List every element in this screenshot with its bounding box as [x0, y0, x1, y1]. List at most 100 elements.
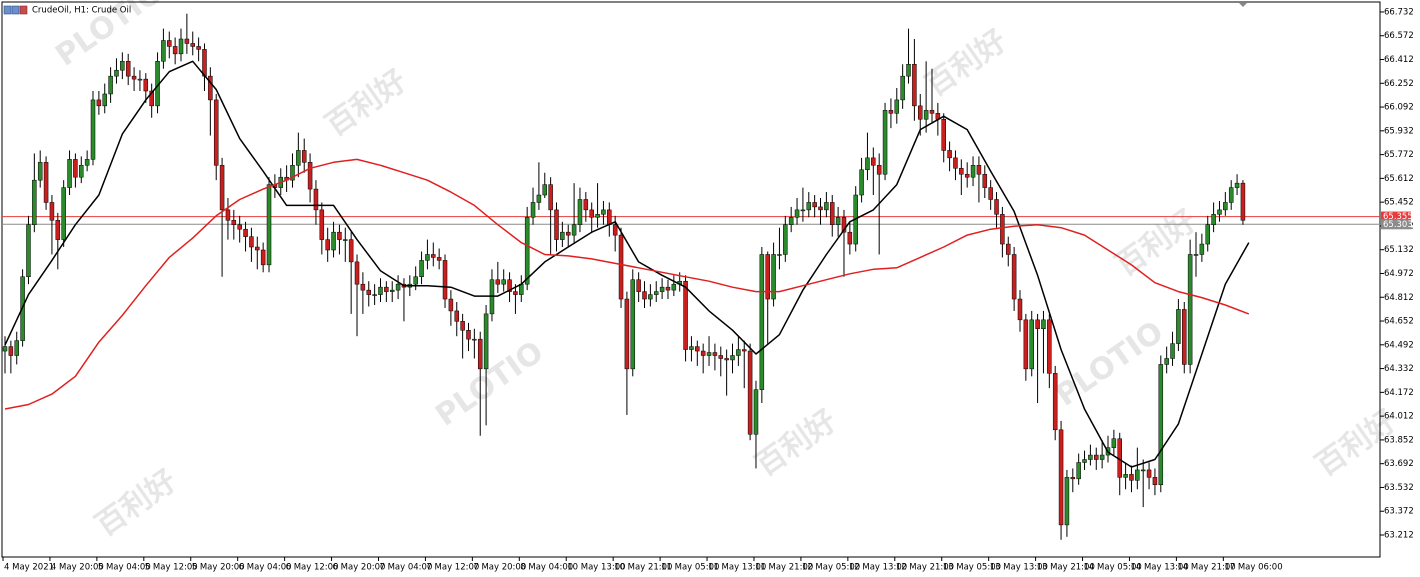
candle-body: [149, 90, 154, 107]
candle-body: [442, 260, 448, 300]
y-tick-label: 64.812: [1384, 293, 1414, 303]
candle-body: [143, 78, 149, 92]
candle-body: [1211, 214, 1216, 225]
candle-body: [325, 239, 330, 251]
candle-body: [630, 279, 636, 370]
candle-body: [806, 202, 812, 211]
x-tick-label: 6 May 12:00: [286, 563, 339, 573]
candle-body: [219, 165, 225, 211]
candle-body: [131, 75, 137, 80]
candle-body: [624, 298, 630, 370]
y-tick-label: 65.932: [1384, 126, 1414, 136]
candle-body: [706, 352, 712, 356]
x-tick-label: 4 May 2021: [4, 563, 54, 573]
candle-body: [1129, 474, 1134, 481]
candle-body: [665, 286, 671, 291]
price-label: 65.303: [1383, 220, 1413, 230]
candle-body: [372, 294, 377, 296]
candle-body: [777, 254, 782, 256]
y-tick-label: 64.652: [1384, 317, 1414, 327]
candle-body: [524, 217, 530, 285]
candle-body: [1064, 477, 1070, 526]
x-tick-label: 11 May 13:00: [708, 563, 766, 573]
candle-body: [1234, 182, 1240, 188]
y-tick-label: 65.132: [1384, 245, 1414, 255]
candle-body: [196, 46, 201, 50]
candle-body: [1146, 469, 1152, 478]
x-tick-label: 5 May 20:00: [192, 563, 245, 573]
candle-body: [918, 105, 923, 120]
candle-body: [736, 349, 741, 356]
candle-body: [847, 231, 853, 245]
x-tick-label: 12 May 21:00: [896, 563, 954, 573]
x-tick-label: 7 May 04:00: [379, 563, 432, 573]
candle-body: [61, 187, 66, 240]
candle-body: [571, 224, 577, 236]
candle-body: [876, 165, 882, 175]
candle-body: [1094, 454, 1099, 460]
x-tick-label: 11 May 05:00: [661, 563, 719, 573]
candle-body: [923, 110, 929, 120]
candles: [2, 13, 1246, 540]
candle-body: [1111, 438, 1117, 448]
icon: [19, 5, 28, 15]
candle-body: [360, 283, 366, 291]
x-tick-label: 13 May 05:00: [943, 563, 1001, 573]
candle-body: [213, 99, 219, 166]
candle-body: [14, 340, 19, 356]
y-tick-label: 64.172: [1384, 388, 1414, 398]
candle-body: [448, 298, 454, 312]
candle-body: [982, 173, 988, 188]
x-tick-label: 11 May 21:00: [755, 563, 813, 573]
candle-body: [1082, 459, 1087, 463]
candle-body: [190, 43, 195, 47]
candle-body: [237, 224, 242, 230]
candle-body: [1006, 243, 1011, 255]
candle-body: [343, 239, 348, 241]
candle-body: [495, 279, 501, 285]
candle-body: [607, 209, 612, 225]
candle-body: [642, 291, 647, 300]
candle-body: [765, 254, 770, 300]
candle-body: [671, 283, 677, 291]
candle-body: [882, 110, 888, 175]
candle-body: [835, 217, 841, 225]
x-tick-label: 14 May 13:00: [1130, 563, 1188, 573]
plot-frame: [1, 1, 1381, 558]
candle-body: [419, 260, 424, 278]
candle-body: [1088, 454, 1093, 460]
candle-body: [618, 234, 624, 300]
candle-body: [970, 165, 976, 178]
candle-body: [683, 280, 688, 350]
candle-body: [1228, 187, 1234, 203]
candle-body: [1187, 254, 1193, 365]
candle-body: [225, 209, 231, 221]
candle-body: [565, 231, 571, 236]
candle-body: [653, 291, 659, 295]
candle-body: [507, 279, 512, 292]
candle-body: [161, 40, 166, 62]
y-tick-label: 63.372: [1384, 507, 1414, 517]
candle-body: [32, 179, 37, 225]
candle-body: [178, 38, 184, 55]
x-tick-label: 14 May 05:00: [1084, 563, 1142, 573]
candle-body: [595, 214, 600, 218]
candle-body: [483, 313, 489, 370]
candle-body: [1035, 319, 1040, 330]
x-tick-label: 8 May 04:00: [520, 563, 573, 573]
candle-body: [1158, 364, 1164, 486]
candle-body: [8, 346, 14, 356]
candle-body: [542, 184, 548, 196]
candle-body: [67, 159, 72, 188]
candle-body: [1170, 343, 1175, 359]
y-tick-label: 64.332: [1384, 364, 1414, 374]
candle-body: [337, 231, 342, 240]
moving-average-line: [4, 158, 1250, 410]
candle-body: [354, 261, 360, 285]
candle-body: [695, 346, 700, 352]
x-tick-label: 12 May 05:00: [802, 563, 860, 573]
price-label-box: [1381, 219, 1411, 230]
candle-body: [724, 358, 729, 361]
